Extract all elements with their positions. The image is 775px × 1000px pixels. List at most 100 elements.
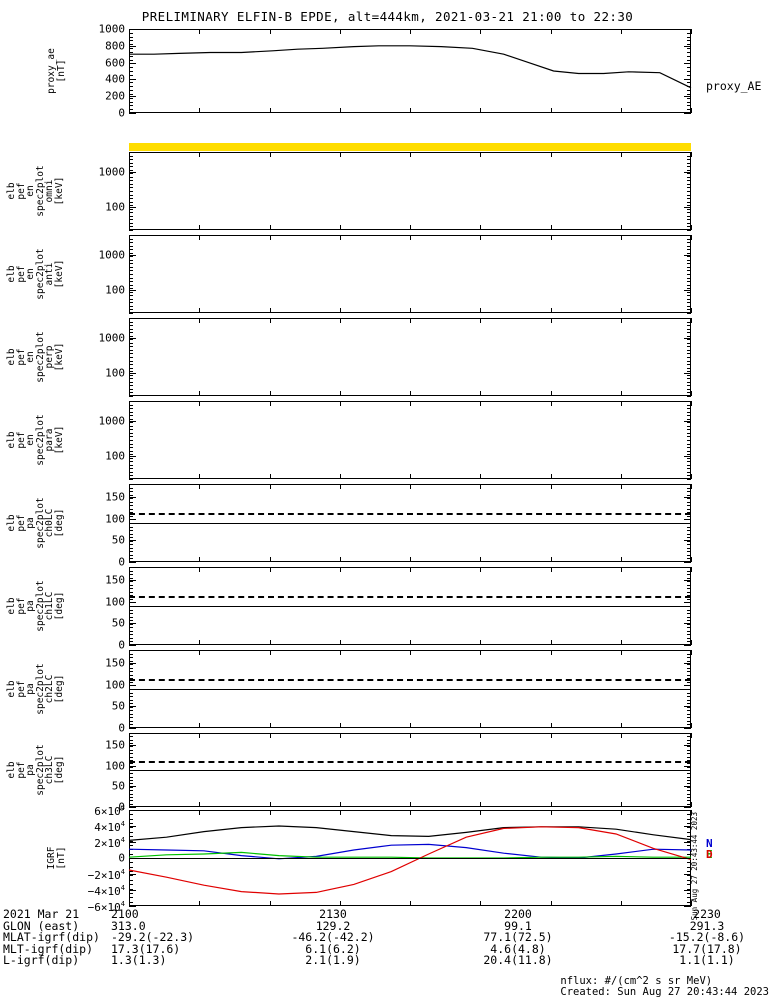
- xtick: [199, 474, 201, 479]
- minor-tick: [129, 515, 133, 517]
- minor-tick: [687, 494, 691, 496]
- minor-tick: [129, 461, 133, 463]
- dashed-reference-line-pa_ch1lc: [129, 596, 691, 599]
- minor-tick: [687, 464, 691, 466]
- minor-tick: [687, 109, 691, 111]
- xtick: [550, 733, 552, 738]
- minor-tick: [687, 888, 691, 890]
- xtick: [269, 152, 271, 157]
- minor-tick: [687, 432, 691, 434]
- xtick: [480, 225, 482, 230]
- xtick: [410, 474, 411, 479]
- minor-tick: [129, 364, 133, 366]
- xtick: [480, 152, 482, 157]
- panel-label-en_para: elb pef en spec2plot para [keV]: [6, 414, 65, 466]
- xtick: [199, 29, 201, 34]
- panel-label-pa_ch1lc: elb pef pa spec2plot ch1LC [deg]: [6, 580, 65, 632]
- ytick-mark-pa_ch1lc-0: [129, 580, 136, 581]
- minor-tick: [129, 249, 133, 251]
- xtable-value-4-1: 2.1(1.9): [305, 953, 361, 968]
- minor-tick: [687, 567, 691, 568]
- minor-tick: [687, 501, 691, 503]
- xtable-value-3-2: 4.6(4.8): [490, 941, 546, 956]
- minor-tick: [687, 32, 691, 34]
- minor-tick: [129, 422, 133, 424]
- xtable-label-4: L-igrf(dip): [3, 953, 80, 968]
- igrf-legend-E: E: [706, 848, 713, 861]
- minor-tick: [687, 530, 691, 532]
- minor-tick: [129, 32, 133, 34]
- minor-tick: [129, 235, 133, 236]
- xtick: [620, 318, 622, 323]
- xtick: [550, 567, 552, 572]
- minor-tick: [687, 335, 691, 337]
- xtick: [620, 225, 622, 230]
- solid-reference-line-pa_ch1lc: [129, 606, 691, 607]
- minor-tick: [129, 274, 133, 275]
- ytick-igrf-4: −2×104: [87, 868, 125, 882]
- xtick: [269, 108, 271, 113]
- minor-tick: [129, 875, 133, 877]
- xtick: [269, 810, 271, 815]
- minor-tick: [687, 743, 691, 745]
- minor-tick: [129, 773, 133, 775]
- ytick-en_omni-1: 100: [105, 200, 125, 214]
- xtick: [269, 29, 271, 34]
- minor-tick: [129, 339, 133, 341]
- xtable-value-3-1: 6.1(6.2): [305, 941, 361, 956]
- xtable-value-2-3: -15.2(-8.6): [668, 930, 746, 945]
- ytick-en_omni-0: 1000: [98, 165, 126, 178]
- xtick: [691, 401, 692, 406]
- minor-tick: [129, 776, 133, 778]
- xtick: [339, 391, 341, 396]
- minor-tick: [129, 288, 133, 290]
- minor-tick: [687, 226, 691, 228]
- xtick: [339, 733, 341, 738]
- minor-tick: [687, 305, 691, 307]
- minor-tick: [129, 205, 133, 207]
- xtick: [620, 733, 622, 738]
- minor-tick: [129, 595, 133, 597]
- xtick: [339, 29, 341, 34]
- ytick-proxy_ae-1: 800: [105, 39, 125, 53]
- xtick: [620, 650, 622, 655]
- xtick: [410, 318, 411, 323]
- minor-tick: [129, 487, 133, 489]
- minor-tick: [129, 498, 133, 500]
- xtable-value-0-1: 2130: [319, 907, 347, 921]
- minor-tick: [687, 630, 691, 632]
- spectrogram-colorbar-yellow: [129, 143, 691, 151]
- minor-tick: [687, 263, 691, 265]
- minor-tick: [129, 505, 133, 507]
- xtick: [129, 235, 130, 240]
- xtick: [339, 318, 341, 323]
- minor-tick: [687, 155, 691, 157]
- minor-tick: [687, 471, 691, 473]
- xtick: [480, 733, 482, 738]
- minor-tick: [687, 749, 691, 751]
- minor-tick: [129, 703, 133, 705]
- minor-tick: [129, 252, 133, 254]
- xtick: [129, 108, 130, 113]
- minor-tick: [687, 591, 691, 593]
- minor-tick: [687, 101, 691, 103]
- minor-tick: [129, 790, 133, 792]
- minor-tick: [129, 425, 133, 427]
- minor-tick: [687, 790, 691, 792]
- xtick: [199, 723, 201, 728]
- minor-tick: [129, 93, 133, 95]
- minor-tick: [129, 544, 133, 546]
- xtick: [199, 391, 201, 396]
- igrf-legend-N: N: [706, 837, 713, 850]
- minor-tick: [129, 717, 133, 719]
- xtick: [410, 225, 411, 230]
- minor-tick: [129, 713, 133, 715]
- panel-en_anti: [129, 235, 691, 313]
- minor-tick: [687, 51, 691, 53]
- minor-tick: [129, 844, 133, 846]
- minor-tick: [129, 335, 133, 337]
- xtick: [129, 640, 130, 645]
- minor-tick: [129, 166, 133, 168]
- ytick-mark-igrf-4: [129, 874, 136, 875]
- minor-tick: [687, 793, 691, 795]
